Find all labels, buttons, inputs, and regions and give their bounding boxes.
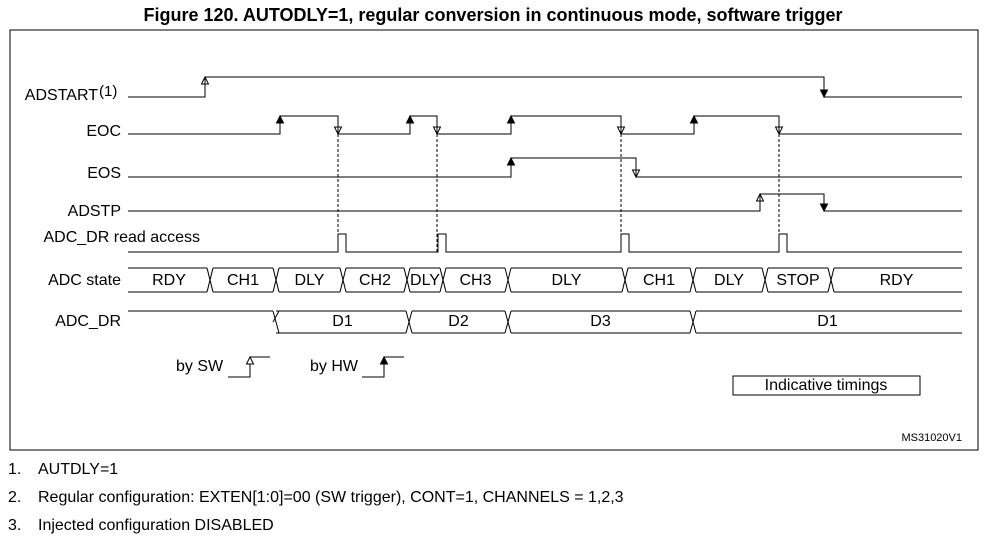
signal-label: ADC_DR <box>55 313 121 330</box>
state-label: DLY <box>295 272 325 289</box>
dr-label: D2 <box>448 313 469 330</box>
state-label: CH1 <box>643 272 675 289</box>
state-bus <box>339 267 347 293</box>
state-bus <box>206 267 214 293</box>
state-bus <box>827 267 835 293</box>
dr-bus <box>272 310 280 334</box>
state-bus <box>403 267 411 293</box>
state-label: CH1 <box>227 272 259 289</box>
state-label: RDY <box>152 272 186 289</box>
signal-note: (1) <box>99 83 117 100</box>
edge-arrow <box>245 355 255 365</box>
dr-bus <box>689 310 697 334</box>
state-bus <box>272 267 280 293</box>
signal-label: ADSTART <box>25 87 98 104</box>
note-text: Injected configuration DISABLED <box>38 517 274 534</box>
state-label: DLY <box>552 272 582 289</box>
dr-label: D1 <box>817 313 838 330</box>
adstp-wave <box>128 193 962 212</box>
legend-step <box>362 356 404 378</box>
state-label: DLY <box>410 272 440 289</box>
note-text: Regular configuration: EXTEN[1:0]=00 (SW… <box>38 489 624 506</box>
figure-code: MS31020V1 <box>901 432 962 444</box>
note-number: 2. <box>8 489 21 506</box>
state-label: RDY <box>880 272 914 289</box>
note-number: 3. <box>8 517 21 534</box>
adstart-wave <box>128 76 962 98</box>
state-bus <box>689 267 697 293</box>
legend-label: by SW <box>176 358 224 375</box>
figure-title: Figure 120. AUTODLY=1, regular conversio… <box>144 5 843 25</box>
dr-label: D1 <box>332 313 353 330</box>
edge-arrow <box>379 355 389 365</box>
state-bus <box>621 267 629 293</box>
signal-label: ADC state <box>48 272 121 289</box>
signal-label: ADC_DR read access <box>44 229 201 246</box>
signal-label: EOS <box>87 165 121 182</box>
note-number: 1. <box>8 461 21 478</box>
state-bus <box>439 267 447 293</box>
legend-step <box>228 356 270 378</box>
eoc-wave <box>128 115 962 135</box>
dr-bus <box>272 310 280 323</box>
signal-label: ADSTP <box>68 203 121 220</box>
dr-label: D3 <box>590 313 611 330</box>
indicative-box <box>732 375 921 396</box>
indicative-label: Indicative timings <box>765 377 888 394</box>
eos-wave <box>128 157 962 178</box>
dr-bus <box>405 310 413 334</box>
state-label: CH2 <box>359 272 391 289</box>
state-label: CH3 <box>459 272 491 289</box>
note-text: AUTDLY=1 <box>38 461 118 478</box>
signal-label: EOC <box>86 123 121 140</box>
dr-bus <box>504 310 512 334</box>
frame <box>9 29 979 451</box>
dr-read-wave <box>128 233 962 253</box>
legend-label: by HW <box>310 358 359 375</box>
state-label: DLY <box>714 272 744 289</box>
state-label: STOP <box>776 272 819 289</box>
state-bus <box>761 267 769 293</box>
state-bus <box>504 267 512 293</box>
